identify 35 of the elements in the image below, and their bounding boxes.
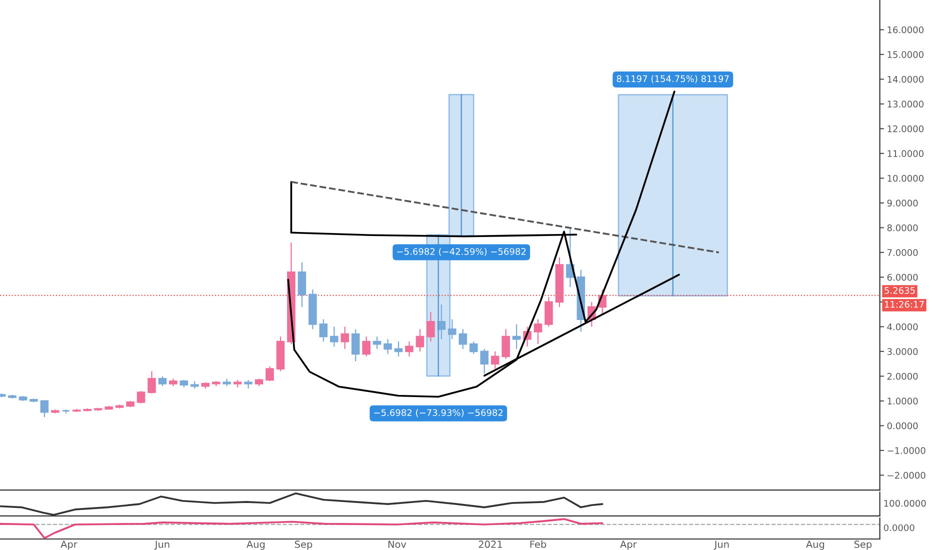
y-tick-label: 2.0000 [887,372,918,380]
x-tick-label: 2021 [478,540,502,548]
x-tick-label: Sep [294,540,312,550]
x-tick-label: Nov [388,540,406,548]
x-tick-label: Aug [246,540,265,550]
x-tick-label: Sep [854,540,872,550]
y-tick-label: 9.0000 [887,200,918,207]
x-tick-label: Jun [154,540,170,550]
annotation: −5.6982 (−73.93%) −56982 [374,409,503,418]
y-tick-label: 0.0000 [887,422,918,430]
ref-line-label: 5.2635 [884,287,915,294]
y-tick-label: 14.0000 [888,76,924,83]
x-tick-label: Aug [806,540,824,550]
text: 11:26:17 [884,300,924,308]
y-tick-label: 13.0000 [888,100,924,108]
annotation: −5.6982 (−42.59%) −56982 [397,248,526,256]
x-tick-label: Jun [714,540,729,550]
y-tick-label: 3.0000 [887,348,918,356]
y-tick-label: 4.0000 [887,323,918,330]
annotation: 8.1197 (154.75%) 81197 [616,75,729,84]
y-tick-label: −2.0000 [888,472,926,479]
y-tick-label: 7.0000 [887,249,918,256]
y-tick-label: −1.0000 [888,447,926,454]
y-tick-label: 10.0000 [888,174,924,182]
y-tick-label: 6.0000 [887,274,918,281]
text: 100.0000 [884,500,926,507]
y-tick-label: 1.0000 [888,398,918,405]
y-tick-label: 15.0000 [888,51,924,58]
x-tick-label: Feb [530,540,546,548]
x-tick-label: Apr [620,540,637,550]
y-tick-label: 12.0000 [888,125,924,132]
y-tick-label: 16.0000 [888,26,924,34]
y-tick-label: 8.0000 [887,224,918,232]
x-tick-label: Apr [60,540,78,550]
y-tick-label: 11.0000 [888,150,924,158]
